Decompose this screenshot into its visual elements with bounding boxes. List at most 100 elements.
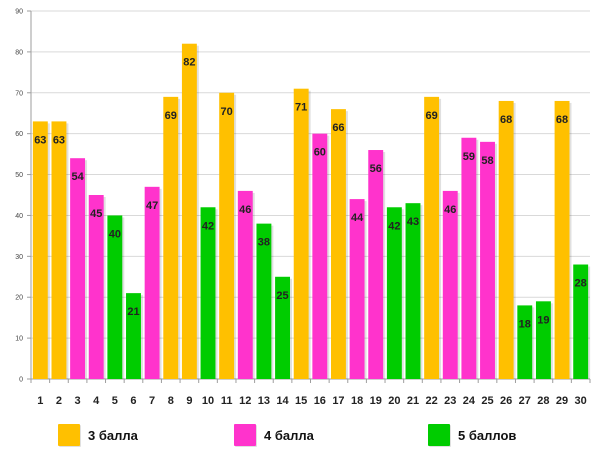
x-tick-label: 4: [93, 395, 100, 407]
data-label: 69: [165, 110, 177, 122]
legend-swatch-3-balla: [58, 424, 80, 446]
data-label: 42: [388, 220, 400, 232]
bar-18: [349, 199, 365, 379]
x-tick-label: 14: [276, 395, 289, 407]
data-label: 56: [370, 163, 382, 175]
x-tick-label: 30: [575, 395, 587, 407]
bar-17: [330, 109, 346, 379]
bars: [32, 43, 591, 380]
bar-6: [126, 293, 141, 379]
bar-13: [256, 223, 272, 379]
data-label: 45: [90, 208, 102, 220]
data-label: 19: [537, 314, 549, 326]
x-tick-label: 24: [463, 395, 476, 407]
y-tick-label: 90: [15, 9, 23, 16]
data-label: 68: [500, 114, 512, 126]
bar-8: [163, 96, 179, 379]
x-tick-label: 28: [537, 395, 549, 407]
y-tick-labels: 0 10 20 30 40 50 60 70 80 90: [15, 9, 23, 384]
bar-10: [200, 207, 216, 379]
x-tick-label: 7: [149, 395, 155, 407]
legend-swatch-4-balla: [234, 424, 256, 446]
data-label: 58: [481, 155, 493, 167]
y-tick-label: 60: [15, 131, 23, 138]
bar-22: [424, 96, 440, 379]
x-tick-label: 16: [314, 395, 326, 407]
bar-9: [181, 43, 197, 379]
data-label: 71: [295, 102, 307, 114]
bar-15: [293, 88, 309, 379]
data-label: 68: [556, 114, 568, 126]
bar-23: [442, 190, 458, 379]
data-label: 44: [351, 212, 364, 224]
data-labels: 63 63 54 45 40 21 47 69 82 42 70 46 38 25 71 60 66 44 56 42…: [34, 57, 587, 331]
x-tick-label: 5: [112, 395, 118, 407]
y-tick-label: 50: [15, 172, 23, 179]
data-label: 54: [71, 171, 84, 183]
data-label: 38: [258, 237, 270, 249]
y-tick-label: 20: [15, 295, 23, 302]
x-tick-label: 19: [370, 395, 382, 407]
legend-swatch-5-ballov: [428, 424, 450, 446]
data-label: 18: [519, 318, 531, 330]
legend-item-3-balla: 3 балла: [58, 422, 138, 448]
data-label: 21: [127, 306, 139, 318]
y-tick-label: 0: [19, 377, 23, 384]
data-label: 63: [34, 134, 46, 146]
data-label: 59: [463, 151, 475, 163]
data-label: 60: [314, 147, 326, 159]
x-tick-label: 9: [186, 395, 192, 407]
legend-label-4-balla: 4 балла: [264, 427, 314, 443]
bar-16: [312, 133, 328, 379]
data-label: 66: [332, 122, 344, 134]
bar-30: [573, 264, 589, 379]
x-tick-label: 23: [444, 395, 456, 407]
data-label: 46: [239, 204, 251, 216]
x-tick-label: 26: [500, 395, 512, 407]
bar-12: [237, 190, 253, 379]
x-tick-label: 17: [332, 395, 344, 407]
x-tick-label: 12: [239, 395, 251, 407]
x-tick-label: 13: [258, 395, 270, 407]
bar-2: [51, 121, 67, 380]
bar-24: [461, 137, 477, 379]
legend-item-5-ballov: 5 баллов: [428, 422, 516, 448]
data-label: 63: [53, 134, 65, 146]
y-tick-label: 80: [15, 49, 23, 56]
x-tick-labels: 1 2 3 4 5 6 7 8 9 10 11 12 13 14 15 16 17 18 19 20 21 22 23 24 2…: [37, 395, 587, 407]
x-tick-label: 21: [407, 395, 419, 407]
data-label: 47: [146, 200, 158, 212]
data-label: 46: [444, 204, 456, 216]
x-tick-label: 8: [168, 395, 174, 407]
bar-4: [88, 195, 104, 379]
bar-5: [107, 215, 123, 379]
x-tick-label: 11: [221, 395, 233, 407]
data-label: 82: [183, 57, 195, 69]
x-tick-label: 15: [295, 395, 307, 407]
bar-27: [517, 305, 533, 379]
x-tick-label: 1: [37, 395, 43, 407]
y-tick-label: 70: [15, 90, 23, 97]
legend-item-4-balla: 4 балла: [234, 422, 314, 448]
x-tick-label: 20: [388, 395, 400, 407]
bar-19: [368, 150, 384, 379]
x-tick-label: 27: [519, 395, 531, 407]
bar-7: [144, 186, 160, 379]
data-label: 42: [202, 220, 214, 232]
data-label: 43: [407, 216, 419, 228]
bar-25: [480, 141, 495, 379]
bar-1: [32, 121, 48, 380]
legend-label-5-ballov: 5 баллов: [458, 427, 517, 443]
x-tick-label: 10: [202, 395, 214, 407]
data-label: 70: [221, 106, 233, 118]
legend: 3 балла 4 балла 5 баллов: [58, 422, 578, 448]
gridlines: [31, 10, 590, 380]
bar-29: [554, 100, 570, 379]
x-tick-label: 2: [56, 395, 62, 407]
y-tick-label: 10: [15, 336, 23, 343]
bar-11: [219, 92, 235, 380]
bar-28: [535, 301, 551, 379]
legend-label-3-balla: 3 балла: [88, 427, 138, 443]
data-label: 40: [109, 228, 121, 240]
